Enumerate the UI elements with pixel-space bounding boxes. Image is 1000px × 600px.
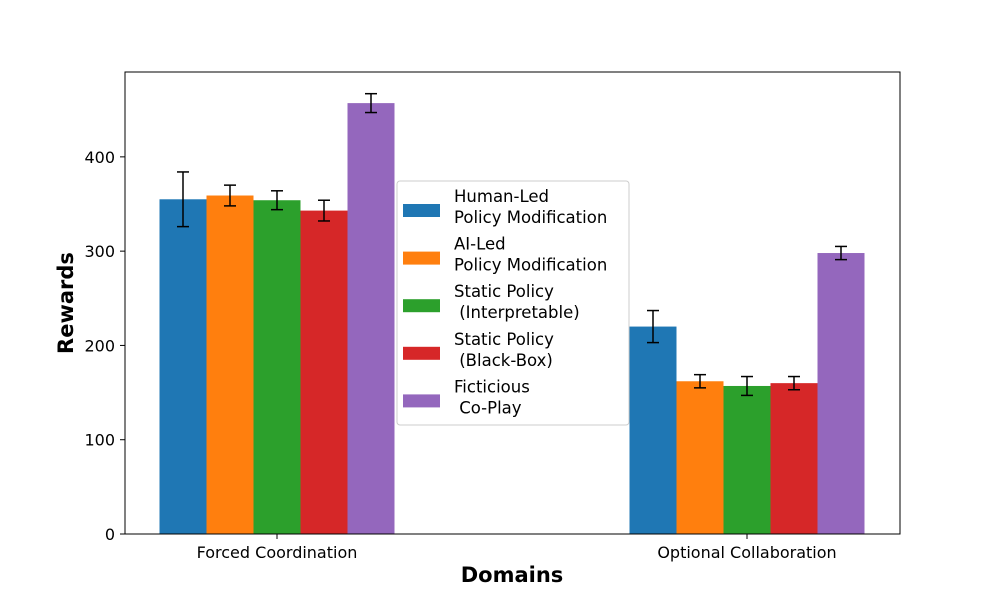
legend-label: Static Policy (Black-Box) (454, 330, 554, 370)
plot-frame (124, 71, 901, 535)
error-bar (224, 184, 236, 207)
bar (253, 200, 301, 534)
x-tick-label: Forced Coordination (197, 543, 358, 562)
error-bar (835, 245, 847, 261)
error-bar (365, 92, 377, 114)
legend: Human-Led Policy Modification AI-Led Policy… (396, 180, 630, 426)
legend-label: AI-Led Policy Modification (454, 235, 607, 275)
bar (300, 210, 348, 534)
error-bar (788, 375, 800, 391)
bars-group (159, 103, 865, 535)
legend-swatch (403, 299, 440, 313)
legend-item: AI-Led Policy Modification (403, 235, 607, 275)
y-axis: 0 100 200 300 400 (84, 148, 125, 544)
error-bar (177, 171, 189, 228)
y-axis-label: Rewards (54, 252, 78, 354)
legend-label: Static Policy (Interpretable) (454, 282, 580, 322)
y-tick-label: 0 (105, 525, 115, 544)
legend-item: Static Policy (Black-Box) (403, 330, 554, 370)
bar (629, 326, 677, 534)
legend-label: Ficticious Co-Play (454, 377, 530, 417)
x-axis: Forced Coordination Optional Collaboratio… (197, 534, 837, 562)
bar (676, 381, 724, 534)
bar (817, 253, 865, 534)
bar (770, 383, 818, 534)
legend-frame (396, 180, 630, 426)
error-bar (741, 375, 753, 397)
error-bar (271, 190, 283, 211)
y-tick-label: 300 (84, 242, 115, 261)
legend-item: Static Policy (Interpretable) (403, 282, 580, 322)
legend-item: Ficticious Co-Play (403, 377, 530, 417)
legend-swatch (403, 346, 440, 360)
y-tick-label: 100 (84, 431, 115, 450)
legend-swatch (403, 394, 440, 408)
x-axis-label: Domains (461, 563, 564, 587)
bar (347, 103, 395, 534)
legend-swatch (403, 204, 440, 217)
x-tick-label: Optional Collaboration (657, 543, 836, 562)
error-bar (647, 309, 659, 344)
bar (206, 195, 254, 534)
legend-item: Human-Led Policy Modification (403, 187, 607, 227)
y-tick-label: 200 (84, 336, 115, 355)
error-bar (694, 373, 706, 389)
bar (723, 385, 771, 534)
legend-swatch (403, 251, 440, 265)
error-bars-group (177, 92, 847, 397)
error-bar (318, 199, 330, 222)
legend-label: Human-Led Policy Modification (454, 187, 607, 227)
y-tick-label: 400 (84, 148, 115, 167)
bar (159, 199, 207, 535)
